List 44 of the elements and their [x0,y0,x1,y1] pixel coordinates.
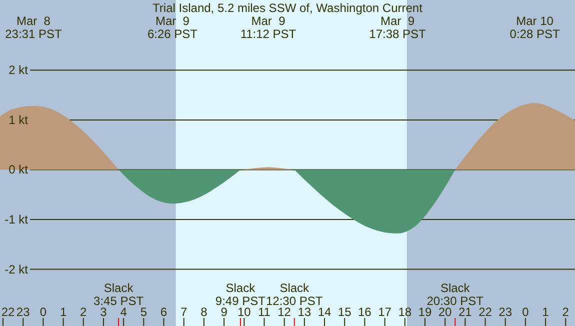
x-tick-label: 8 [200,305,208,319]
annotation: Slack 3:45 PST [94,281,144,308]
x-tick-label: 20 [438,305,452,319]
x-tick-label: 3 [100,305,108,319]
annotation: Mar 9 17:38 PST [369,14,427,41]
x-tick-label: 2 [80,305,88,319]
x-tick-label: 19 [418,305,432,319]
x-tick-label: 16 [358,305,372,319]
x-tick-label: 13 [298,305,312,319]
x-tick-label: 1 [60,305,67,319]
annotation: Slack 20:30 PST [426,281,484,308]
annotation: Slack 12:30 PST [266,281,324,308]
x-tick-label: 15 [338,305,352,319]
y-tick-label: 0 kt [8,162,29,177]
annotation: Mar 9 6:26 PST [147,14,198,41]
x-tick-label: 9 [220,305,228,319]
x-tick-label: 22 [478,305,492,319]
y-tick-label: 1 kt [8,112,29,127]
x-tick-label: 14 [318,305,332,319]
y-tick-label: -2 kt [4,262,29,276]
chart-title: Trial Island, 5.2 miles SSW of, Washington Current [152,1,424,15]
x-tick-label: 2 [562,305,570,319]
x-tick-label: 7 [180,305,188,319]
x-tick-label: 22 [1,305,15,319]
y-tick-label: -1 kt [4,212,29,226]
x-tick-label: 10 [237,305,252,319]
x-tick-label: 12 [278,305,292,319]
x-tick-label: 6 [160,305,168,319]
x-tick-label: 5 [140,305,148,319]
x-tick-label: 23 [16,305,30,319]
annotation: Mar 10 0:28 PST [510,14,560,41]
x-tick-label: 4 [120,305,128,319]
annotation: Slack 9:49 PST [215,281,266,308]
x-tick-label: 23 [498,305,512,319]
x-tick-label: 0 [522,305,530,319]
x-tick-label: 1 [542,305,550,319]
x-tick-label: 18 [398,305,412,319]
x-tick-label: 11 [258,305,271,319]
x-tick-label: 0 [40,305,47,319]
x-tick-label: 17 [378,305,392,319]
annotation: Mar 9 11:12 PST [240,14,297,41]
y-tick-label: 2 kt [8,63,29,78]
x-tick-label: 21 [458,305,472,319]
annotation: Mar 8 23:31 PST [5,14,63,41]
